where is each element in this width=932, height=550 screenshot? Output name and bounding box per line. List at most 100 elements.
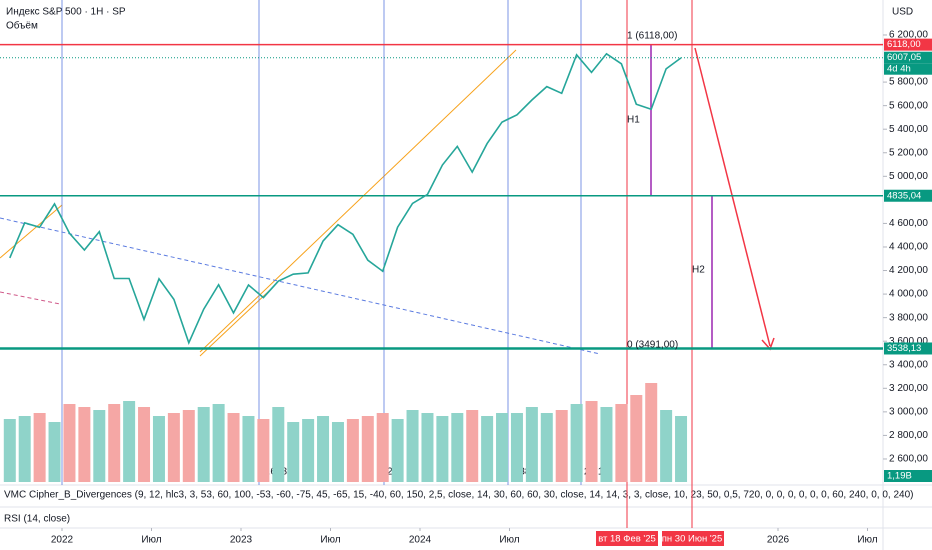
date-tag-label: пн 30 Июн '25 — [662, 534, 722, 545]
trend-line — [199, 49, 517, 353]
volume-bar — [615, 404, 628, 482]
volume-bar — [63, 404, 76, 482]
drawings — [0, 45, 775, 357]
y-tick-label: 3 600,00 — [889, 336, 928, 347]
price-tag-label: 4835,04 — [887, 190, 921, 201]
y-tick-label: 4 000,00 — [889, 289, 928, 300]
date-tag-label: вт 18 Фев '25 — [598, 534, 656, 545]
volume-tag-label: 1,19B — [887, 471, 912, 482]
volume-bar — [660, 410, 673, 482]
y-tick-label: 2 600,00 — [889, 454, 928, 465]
y-tick-label: 4 400,00 — [889, 242, 928, 253]
volume-bar — [540, 413, 553, 482]
volume-bar — [33, 413, 46, 482]
y-tick-label: 3 200,00 — [889, 383, 928, 394]
volume-bar — [645, 383, 658, 482]
volume-bar — [272, 407, 285, 482]
volume-bar — [3, 419, 16, 482]
trend-line — [0, 204, 63, 259]
volume-bar — [496, 413, 509, 482]
volume-bar — [242, 416, 255, 482]
y-tick-label: 5 800,00 — [889, 77, 928, 88]
dashed-line — [0, 291, 61, 305]
chart-title: Индекс S&P 500 · 1H · SP — [6, 7, 126, 18]
indicator-label: VMC Cipher_B_Divergences (9, 12, hlc3, 3… — [4, 490, 913, 501]
volume-bar — [18, 416, 31, 482]
price-tag-label: 6007,05 — [887, 52, 921, 63]
volume-bar — [510, 413, 523, 482]
volume-bar — [182, 410, 195, 482]
annotation: H1 — [627, 115, 640, 126]
volume-bar — [525, 407, 538, 482]
volume-bar — [630, 395, 643, 482]
volume-bar — [167, 413, 180, 482]
fib-label: 2 — [387, 467, 393, 478]
volume-bar — [585, 401, 598, 482]
volume-label: Объём — [6, 20, 38, 32]
x-tick-label: 2024 — [409, 535, 432, 546]
y-tick-label: 5 000,00 — [889, 171, 928, 182]
volume-bar — [287, 422, 300, 482]
annotation: 0 (3491,00) — [627, 340, 678, 351]
volume-bar — [675, 416, 688, 482]
dashed-trend-line — [0, 217, 601, 355]
y-tick-label: 4 600,00 — [889, 218, 928, 229]
price-tag — [884, 342, 932, 355]
x-tick-label: Июл — [499, 535, 519, 546]
price-tag — [884, 51, 932, 64]
y-tick-label: 2 800,00 — [889, 430, 928, 441]
trend-line — [199, 289, 271, 357]
volume-bar — [600, 407, 613, 482]
x-tick-label: Июл — [857, 535, 877, 546]
volume-bar — [451, 413, 464, 482]
y-tick-label: 6 200,00 — [889, 30, 928, 41]
volume-bar — [317, 416, 330, 482]
volume-bar — [421, 413, 434, 482]
date-tag — [662, 531, 724, 546]
date-tag — [596, 531, 658, 546]
annotation: H2 — [692, 265, 705, 276]
y-tick-label: 3 000,00 — [889, 407, 928, 418]
volume-tag — [884, 470, 932, 482]
volume-bar — [123, 401, 136, 482]
annotation: 1 (6118,00) — [627, 31, 677, 42]
y-tick-label: 5 400,00 — [889, 124, 928, 135]
volume-bar — [212, 404, 225, 482]
currency-label: USD — [892, 7, 913, 18]
volume-bar — [570, 404, 583, 482]
volume-bar — [436, 416, 449, 482]
volume-bar — [361, 416, 374, 482]
countdown-label: 4d 4h — [887, 64, 911, 75]
countdown-tag — [884, 63, 932, 75]
x-tick-label: 2026 — [767, 535, 790, 546]
volume-bar — [481, 416, 494, 482]
x-tick-label: 2023 — [230, 535, 253, 546]
volume-bar — [227, 413, 240, 482]
volume-bar — [391, 419, 404, 482]
volume-bar — [406, 410, 419, 482]
indicator-label: RSI (14, close) — [4, 514, 70, 525]
price-tag-label: 6118,00 — [887, 39, 921, 50]
volume-bar — [197, 407, 210, 482]
volume-bar — [257, 419, 270, 482]
volume-bar — [346, 419, 359, 482]
volume-bar — [48, 422, 61, 482]
price-tag — [884, 189, 932, 202]
volume-bar — [138, 407, 151, 482]
volume-bar — [376, 413, 389, 482]
volume-bar — [78, 407, 91, 482]
volume-bar — [555, 410, 568, 482]
volume-bar — [331, 422, 344, 482]
volume-bar — [466, 410, 479, 482]
price-tag-label: 3538,13 — [887, 343, 921, 354]
price-line-series — [9, 52, 682, 345]
y-tick-label: 3 400,00 — [889, 359, 928, 370]
volume-bar — [302, 419, 315, 482]
x-tick-label: Июл — [141, 535, 161, 546]
x-tick-label: Июл — [320, 535, 340, 546]
y-tick-label: 5 200,00 — [889, 147, 928, 158]
x-tick-label: 2022 — [51, 535, 74, 546]
volume-bar — [108, 404, 121, 482]
price-tag — [884, 38, 932, 51]
